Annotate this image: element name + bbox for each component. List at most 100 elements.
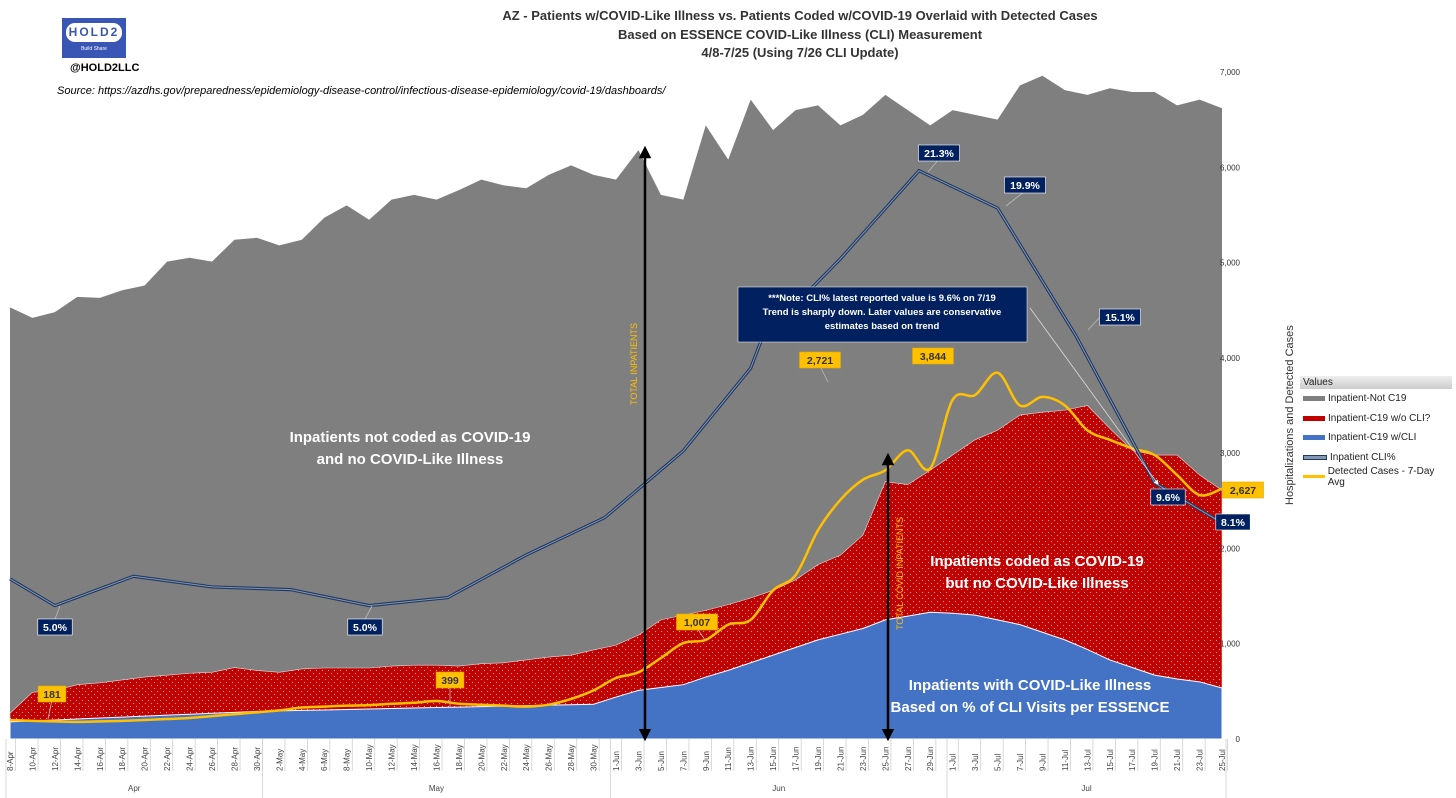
cli-data-label: 15.1% <box>1105 312 1135 324</box>
x-tick-label: 21-Jun <box>836 747 845 771</box>
note-box <box>737 286 1028 343</box>
annotation-coded-no-cli: but no COVID-Like Illness <box>945 575 1128 592</box>
x-tick-label: 30-Apr <box>253 747 262 771</box>
x-tick-label: 5-Jul <box>994 753 1003 771</box>
cli-data-label-box <box>37 618 73 636</box>
x-tick-label: 26-Apr <box>208 747 217 771</box>
hold2-logo: HOLD2 Build Share <box>62 18 126 58</box>
x-tick-label: 4-May <box>298 749 307 771</box>
x-tick-label: 13-Jul <box>1083 749 1092 771</box>
x-tick-label: 25-Jun <box>881 747 890 771</box>
x-tick-label: 13-Jun <box>747 747 756 771</box>
x-tick-label: 12-May <box>388 744 397 771</box>
x-tick-label: 28-May <box>567 744 576 771</box>
x-tick-label: 15-Jun <box>769 747 778 771</box>
legend-label: Inpatient-C19 w/o CLI? <box>1328 412 1431 424</box>
cli-data-label: 5.0% <box>353 622 378 634</box>
x-tick-label: 25-Jul <box>1218 749 1227 771</box>
cases-data-label: 3,844 <box>920 351 946 363</box>
x-tick-label: 20-Apr <box>141 747 150 771</box>
legend-label: Inpatient CLI% <box>1330 451 1396 463</box>
cli-data-label: 9.6% <box>1156 492 1181 504</box>
legend-item-cli-pct: Inpatient CLI% <box>1300 448 1452 468</box>
x-tick-label: 22-Apr <box>163 747 172 771</box>
x-tick-label: 22-May <box>500 744 509 771</box>
x-tick-label: 1-Jul <box>949 753 958 771</box>
cli-data-label-box <box>1150 488 1186 506</box>
x-tick-label: 30-May <box>590 744 599 771</box>
cli-data-label-box <box>918 144 960 162</box>
y-tick-label: 2,000 <box>1220 544 1241 553</box>
cases-data-label: 2,627 <box>1230 485 1256 497</box>
cases-data-label: 181 <box>43 689 61 701</box>
cli-data-label-box <box>347 618 383 636</box>
cli-data-label: 19.9% <box>1010 180 1040 192</box>
cases-data-label-box <box>676 613 718 631</box>
x-tick-label: 3-Jun <box>634 751 643 771</box>
cli-data-label-box <box>1004 176 1046 194</box>
x-tick-label: 8-May <box>343 749 352 771</box>
total-inpatients-label: TOTAL INPATIENTS <box>629 323 639 405</box>
x-tick-label: 19-Jun <box>814 747 823 771</box>
data-label-leader <box>1087 316 1101 331</box>
note-text: estimates based on trend <box>825 321 940 332</box>
cli-data-label: 8.1% <box>1221 517 1246 529</box>
x-tick-label: 17-Jun <box>792 747 801 771</box>
annotation-with-cli: Based on % of CLI Visits per ESSENCE <box>891 699 1170 716</box>
y-tick-label: 0 <box>1236 735 1241 744</box>
x-tick-label: 11-Jul <box>1061 750 1070 771</box>
title-line-1: AZ - Patients w/COVID-Like Illness vs. P… <box>502 8 1098 23</box>
x-tick-label: 15-Jul <box>1106 749 1115 771</box>
x-tick-label: 12-Apr <box>51 747 60 771</box>
x-tick-label: 8-Apr <box>6 751 15 771</box>
x-tick-label: 10-Apr <box>28 747 37 771</box>
y-axis-title: Hospitalizations and Detected Cases <box>1284 325 1296 505</box>
x-tick-label: 2-May <box>275 749 284 771</box>
legend-label: Inpatient-Not C19 <box>1328 393 1407 405</box>
x-tick-label: 7-Jul <box>1016 753 1025 771</box>
x-tick-label: 3-Jul <box>971 753 980 771</box>
navy-line-icon <box>1303 454 1327 460</box>
legend-item-cases: Detected Cases - 7-Day Avg <box>1300 465 1452 488</box>
cli-data-label-box <box>1099 308 1141 326</box>
month-label: Jul <box>1081 784 1091 793</box>
x-axis-band <box>6 739 1226 798</box>
x-tick-label: 21-Jul <box>1173 749 1182 771</box>
x-tick-label: 29-Jun <box>926 747 935 771</box>
x-tick-label: 10-May <box>365 744 374 771</box>
legend-label: Detected Cases - 7-Day Avg <box>1327 465 1435 488</box>
legend-item-not-c19: Inpatient-Not C19 <box>1300 389 1452 409</box>
cli-data-label: 21.3% <box>924 148 954 160</box>
annotation-with-cli: Inpatients with COVID-Like Illness <box>909 677 1152 694</box>
title-line-2: Based on ESSENCE COVID-Like Illness (CLI… <box>617 27 983 42</box>
legend-item-c19-cli: Inpatient-C19 w/CLI <box>1300 428 1452 448</box>
total-covid-label: TOTAL COVID INPATIENTS <box>895 517 905 630</box>
annotation-not-coded: Inpatients not coded as COVID-19 <box>290 429 531 446</box>
data-label-leader <box>54 605 61 620</box>
data-label-leader <box>47 699 53 720</box>
note-text: Trend is sharply down. Later values are … <box>763 307 1002 318</box>
x-tick-label: 18-May <box>455 744 464 771</box>
cases-data-label-box <box>435 671 465 689</box>
legend-item-c19-no-cli: Inpatient-C19 w/o CLI? <box>1300 409 1452 429</box>
note-text: ***Note: CLI% latest reported value is 9… <box>768 293 996 304</box>
line-detected-cases <box>9 371 1223 724</box>
source-note: Source: https://azdhs.gov/preparedness/e… <box>57 85 666 97</box>
y-tick-label: 5,000 <box>1220 259 1241 268</box>
x-tick-label: 17-Jul <box>1128 749 1137 771</box>
y-tick-label: 7,000 <box>1220 68 1241 77</box>
gray-swatch-icon <box>1303 396 1325 402</box>
legend: Values Inpatient-Not C19 Inpatient-C19 w… <box>1300 376 1452 488</box>
data-label-leader <box>819 365 829 383</box>
annotation-coded-no-cli: Inpatients coded as COVID-19 <box>930 553 1143 570</box>
y-tick-label: 1,000 <box>1220 640 1241 649</box>
x-tick-label: 26-May <box>545 744 554 771</box>
x-tick-label: 28-Apr <box>230 747 239 771</box>
cli-data-label: 5.0% <box>43 622 68 634</box>
annotation-not-coded: and no COVID-Like Illness <box>317 451 504 468</box>
x-tick-label: 1-Jun <box>612 751 621 771</box>
cli-data-label-box <box>1215 513 1251 531</box>
x-tick-label: 14-May <box>410 744 419 771</box>
gold-line-icon <box>1303 475 1325 479</box>
